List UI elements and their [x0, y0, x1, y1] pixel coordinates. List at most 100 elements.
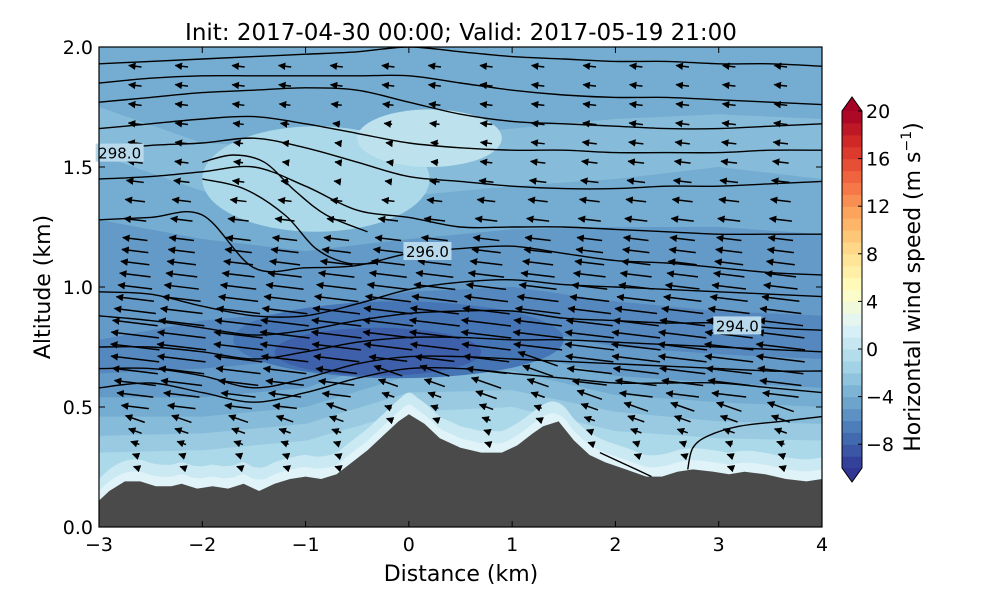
wind-vector	[263, 293, 306, 303]
wind-vector	[414, 353, 455, 363]
wind-vector	[428, 177, 440, 186]
wind-vector	[471, 246, 501, 254]
chart-title: Init: 2017-04-30 00:00; Valid: 2017-05-1…	[185, 20, 737, 46]
wind-vector	[272, 402, 297, 411]
wind-vector	[110, 353, 160, 363]
wind-vector	[262, 365, 307, 375]
colorbar-tick-label: 8	[866, 244, 878, 266]
wind-vector	[772, 139, 789, 147]
isentrope-segment	[599, 451, 652, 478]
wind-vector	[319, 258, 353, 266]
wind-vector	[156, 329, 206, 339]
wind-vector	[475, 390, 497, 400]
wind-vector	[657, 353, 707, 363]
colorbar-label-main: Horizontal wind speed (m s	[901, 151, 926, 451]
wind-vector	[278, 101, 291, 109]
wind-vector	[663, 293, 702, 302]
wind-vector	[321, 390, 351, 398]
wind-vector	[329, 81, 343, 90]
wind-vector	[467, 269, 505, 278]
wind-vector	[370, 258, 405, 266]
wind-vector	[726, 465, 736, 473]
wind-vector	[722, 427, 735, 435]
wind-vector	[280, 178, 289, 186]
wind-vector	[223, 258, 254, 266]
wind-vector	[159, 305, 203, 315]
wind-vector	[628, 81, 643, 90]
x-tick-label: −1	[292, 534, 320, 556]
wind-vector	[704, 353, 754, 363]
wind-vector	[381, 391, 395, 399]
wind-vector	[630, 427, 642, 435]
wind-vector	[430, 139, 439, 148]
isentrope-line	[99, 211, 822, 276]
wind-vector	[462, 305, 510, 315]
wind-vector	[611, 353, 661, 363]
wind-vector	[766, 401, 795, 413]
wind-vector	[703, 341, 754, 351]
wind-vector	[127, 139, 143, 147]
wind-vector	[479, 100, 493, 109]
colorbar-band	[842, 360, 862, 374]
wind-vector	[566, 365, 612, 375]
wind-vector	[384, 178, 393, 186]
wind-vector	[632, 440, 641, 448]
wind-vector	[776, 440, 785, 448]
colorbar-band	[842, 158, 862, 172]
wind-vector	[756, 329, 805, 339]
wind-vector	[621, 258, 651, 266]
wind-vector	[110, 329, 160, 339]
wind-vector	[225, 234, 251, 243]
wind-vector	[658, 329, 707, 339]
wind-vector	[665, 390, 700, 398]
x-tick-label: 3	[713, 534, 725, 556]
wind-vector	[278, 427, 291, 435]
wind-vector	[773, 427, 788, 435]
wind-vector	[530, 62, 545, 70]
wind-vector	[675, 81, 690, 90]
wind-vector	[279, 120, 290, 128]
colorbar-band	[842, 218, 862, 231]
isentrope-line	[99, 74, 822, 106]
y-axis: 0.0 0.5 1.0 1.5 2.0	[63, 37, 822, 539]
wind-vector	[765, 258, 795, 266]
wind-vector	[469, 258, 503, 266]
colorbar-label-close: )	[901, 122, 926, 131]
wind-vector	[364, 293, 411, 303]
colorbar: −8 −4 0 4 8 12 16 20 Horizontal wind speed (m s…	[841, 96, 926, 483]
wind-vector	[373, 364, 403, 377]
wind-vector	[128, 81, 142, 90]
wind-vector	[481, 416, 491, 424]
wind-vector	[564, 341, 615, 351]
wind-vector	[585, 428, 595, 436]
wind-vector	[311, 341, 361, 351]
wind-vector	[265, 281, 304, 290]
wind-vector	[171, 196, 192, 205]
wind-vector	[368, 353, 408, 363]
wind-vector	[614, 305, 658, 315]
wind-vector	[778, 465, 787, 473]
wind-vector	[277, 62, 292, 70]
wind-vector	[233, 158, 244, 167]
wind-vector	[461, 341, 511, 351]
wind-vector	[281, 158, 290, 167]
wind-vector	[334, 465, 343, 473]
isentrope-line	[99, 115, 822, 154]
wind-vector	[423, 215, 446, 224]
wind-vector	[622, 234, 649, 243]
wind-vector	[625, 196, 647, 204]
colorbar-ticks: −8 −4 0 4 8 12 16 20	[858, 101, 894, 456]
wind-vector	[174, 81, 189, 90]
colorbar-outline	[841, 96, 863, 483]
wind-vector	[582, 100, 597, 109]
wind-vector	[524, 234, 551, 242]
wind-vector	[408, 317, 460, 327]
wind-vector	[720, 139, 737, 147]
wind-vector	[530, 120, 545, 128]
wind-vector	[381, 62, 395, 70]
wind-vector	[267, 390, 302, 398]
wind-vector	[678, 440, 688, 448]
wind-vector	[269, 258, 301, 266]
wind-vector	[333, 178, 342, 186]
wind-vector	[484, 441, 493, 449]
